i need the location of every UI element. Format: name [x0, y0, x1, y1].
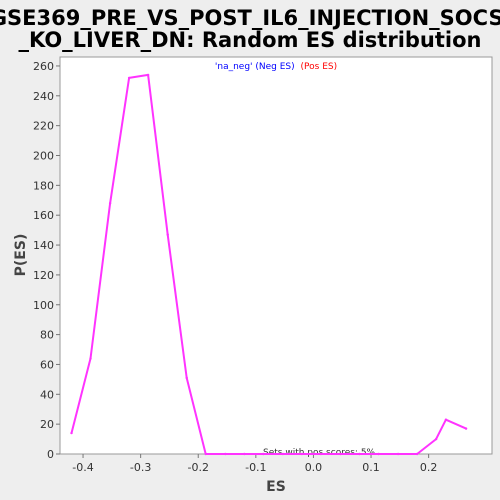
x-axis-label: ES — [266, 479, 286, 495]
data-point — [377, 452, 380, 456]
data-point — [358, 452, 361, 456]
y-tick-label: 100 — [33, 299, 54, 312]
legend-neg-entry: 'na_neg' (Neg ES) — [215, 62, 295, 72]
data-point — [464, 427, 468, 430]
y-tick-label: 260 — [33, 60, 54, 73]
data-point — [300, 452, 304, 456]
data-point — [444, 418, 448, 421]
legend-pos-entry: (Pos ES) — [301, 62, 338, 72]
data-point — [281, 452, 285, 456]
legend: 'na_neg' (Neg ES) (Pos ES) — [215, 62, 337, 72]
data-point — [243, 452, 246, 456]
x-tick-label: -0.4 — [72, 461, 93, 474]
data-point — [415, 452, 419, 456]
y-tick-label: 40 — [40, 388, 54, 401]
x-tick-label: 0.0 — [305, 461, 323, 474]
data-point — [166, 233, 169, 236]
y-tick-label: 0 — [47, 448, 54, 461]
y-axis-label: P(ES) — [13, 234, 29, 277]
data-point — [339, 452, 342, 456]
series-layer — [70, 73, 468, 456]
y-tick-label: 20 — [40, 418, 54, 431]
x-tick-label: 0.2 — [420, 461, 438, 474]
chart-title-line-2: _KO_LIVER_DN: Random ES distribution — [18, 28, 481, 52]
y-tick-label: 220 — [33, 120, 54, 133]
x-tick-label: -0.3 — [130, 461, 151, 474]
data-point — [224, 452, 227, 456]
chart-title-line-1: GSE369_PRE_VS_POST_IL6_INJECTION_SOCS3 — [0, 6, 500, 30]
y-tick-label: 160 — [33, 209, 54, 222]
data-point — [89, 357, 92, 360]
y-tick-label: 80 — [40, 329, 54, 342]
plot-area — [59, 56, 493, 455]
x-axis: -0.4 -0.3 -0.2 -0.1 0.0 0.1 0.2 — [72, 454, 437, 474]
series-line — [70, 73, 467, 455]
y-tick-label: 200 — [33, 150, 54, 163]
data-point — [434, 437, 438, 441]
data-point — [70, 431, 73, 435]
y-axis: 0 20 40 60 80 100 120 140 160 180 200 220 240 260 — [33, 60, 60, 461]
x-tick-label: -0.2 — [188, 461, 209, 474]
y-tick-label: 180 — [33, 179, 54, 192]
x-tick-label: 0.1 — [362, 461, 380, 474]
y-tick-label: 240 — [33, 90, 54, 103]
data-point — [108, 202, 112, 205]
y-tick-label: 120 — [33, 269, 54, 282]
y-tick-label: 60 — [40, 358, 54, 371]
data-point — [204, 452, 207, 456]
data-point — [185, 376, 188, 380]
data-point — [262, 452, 265, 456]
y-tick-label: 140 — [33, 239, 54, 252]
data-point — [396, 452, 400, 456]
x-tick-label: -0.1 — [245, 461, 266, 474]
data-point — [146, 73, 150, 77]
data-point — [127, 76, 131, 80]
data-point — [319, 452, 323, 456]
